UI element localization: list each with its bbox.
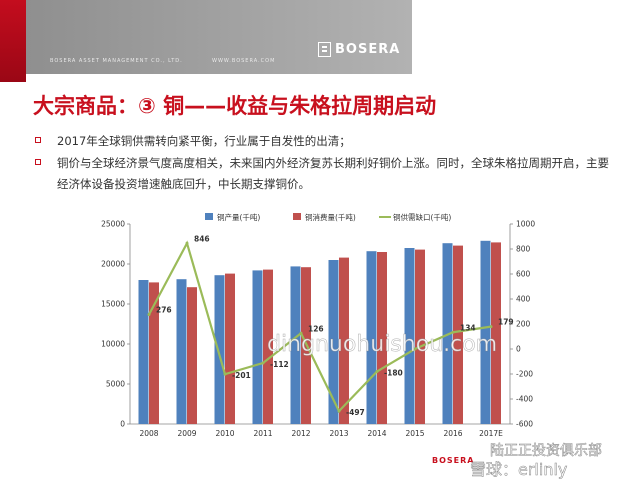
- watermark-site: dingnuohuishou.com: [267, 332, 498, 358]
- x-tick-label: 2016: [443, 429, 462, 438]
- bullet-text-2: 铜价与全球经济景气度高度相关，未来国内外经济复苏长期利好铜价上涨。同时，全球朱格…: [57, 156, 609, 191]
- bullet-item-1: 2017年全球铜供需转向紧平衡，行业属于自发性的出清；: [35, 131, 605, 152]
- x-tick-label: 2010: [215, 429, 234, 438]
- slide-title: 大宗商品：③ 铜——收益与朱格拉周期启动: [33, 94, 437, 118]
- header-banner: BOSERA ASSET MANAGEMENT CO., LTD. WWW.BO…: [0, 0, 640, 82]
- x-tick-label: 2013: [329, 429, 348, 438]
- y-tick-label-left: 0: [120, 420, 125, 429]
- data-label: -180: [384, 369, 403, 378]
- bosera-logo: BOSERA: [318, 42, 400, 57]
- bar-consumption: [263, 269, 273, 424]
- x-tick-label: 2012: [291, 429, 310, 438]
- legend-swatch: [293, 213, 301, 220]
- y-tick-label-left: 25000: [101, 220, 125, 229]
- x-tick-label: 2017E: [479, 429, 503, 438]
- bar-production: [138, 280, 149, 424]
- line-supply-gap: [148, 240, 492, 414]
- data-label: 846: [194, 234, 210, 243]
- x-tick-label: 2009: [177, 429, 196, 438]
- y-tick-label-right: -200: [516, 370, 533, 379]
- data-label: -112: [270, 360, 289, 369]
- y-tick-label-right: -600: [516, 420, 533, 429]
- bar-production: [252, 270, 263, 424]
- y-tick-label-right: 600: [516, 270, 531, 279]
- watermark-club: 陆正正投资俱乐部: [490, 443, 603, 460]
- bar-consumption: [187, 287, 197, 424]
- legend-label: 铜供需缺口(千吨): [393, 212, 451, 222]
- y-tick-label-right: 200: [516, 320, 531, 329]
- bar-production: [214, 275, 225, 424]
- bar-consumption: [339, 257, 349, 424]
- y-tick-label-right: 400: [516, 295, 531, 304]
- bar-consumption: [225, 273, 235, 424]
- bar-production: [176, 279, 187, 424]
- line-point: [451, 330, 455, 334]
- line-point: [375, 370, 379, 373]
- y-tick-label-right: 1000: [516, 220, 535, 229]
- data-label: 126: [308, 324, 324, 333]
- y-tick-label-left: 10000: [101, 340, 125, 349]
- data-label: 134: [460, 323, 476, 332]
- y-tick-label-left: 20000: [101, 260, 125, 269]
- bar-production: [328, 260, 339, 424]
- y-tick-label-right: 800: [516, 245, 531, 254]
- red-accent-bar: [0, 0, 26, 82]
- legend-label: 铜产量(千吨): [217, 212, 260, 222]
- footer-logo: BOSERA: [432, 456, 475, 465]
- copper-supply-demand-chart: 0 5000 10000 15000 20000 25000 -600 -400 -200 0 20…: [101, 212, 535, 438]
- watermark-xueqiu: 雪球：erlinly: [470, 460, 568, 480]
- x-tick-label: 2011: [253, 429, 272, 438]
- y-tick-label-left: 15000: [101, 300, 125, 309]
- line-point: [337, 409, 341, 413]
- x-tick-label: 2014: [367, 429, 386, 438]
- data-label: 276: [156, 306, 172, 315]
- bar-production: [290, 266, 301, 424]
- bar-consumption: [415, 249, 425, 424]
- line-point: [185, 241, 189, 245]
- bar-production: [480, 240, 491, 424]
- y-tick-label-left: 5000: [106, 380, 125, 389]
- x-tick-label: 2015: [405, 429, 424, 438]
- legend-swatch: [205, 213, 213, 220]
- logo-icon: [318, 42, 331, 57]
- bullet-text-1: 2017年全球铜供需转向紧平衡，行业属于自发性的出清；: [57, 134, 351, 148]
- line-point: [261, 361, 265, 365]
- bar-consumption: [377, 252, 387, 424]
- data-label: -201: [232, 371, 251, 380]
- bullet-item-2: 铜价与全球经济景气度高度相关，未来国内外经济复苏长期利好铜价上涨。同时，全球朱格…: [35, 153, 609, 197]
- data-label: -497: [346, 408, 365, 417]
- line-point: [413, 347, 417, 351]
- logo-text: BOSERA: [335, 42, 401, 57]
- line-point: [147, 313, 151, 316]
- bar-consumption: [149, 282, 159, 424]
- y-tick-label-right: -400: [516, 395, 533, 404]
- data-label: 179: [498, 318, 514, 327]
- line-point: [489, 325, 493, 329]
- y-tick-label-right: 0: [516, 345, 521, 354]
- line-point: [299, 331, 303, 335]
- legend-label: 铜消费量(千吨): [305, 212, 356, 222]
- line-point: [223, 372, 227, 376]
- website-url: WWW.BOSERA.COM: [212, 58, 276, 64]
- gray-banner-bar: [26, 0, 412, 74]
- bullet-square-icon: [35, 159, 41, 165]
- x-tick-label: 2008: [139, 429, 158, 438]
- bar-consumption: [491, 242, 501, 424]
- bullet-square-icon: [35, 137, 41, 143]
- company-name: BOSERA ASSET MANAGEMENT CO., LTD.: [50, 58, 183, 64]
- bar-production: [366, 251, 377, 424]
- bar-consumption: [453, 245, 463, 424]
- bar-production: [404, 248, 415, 424]
